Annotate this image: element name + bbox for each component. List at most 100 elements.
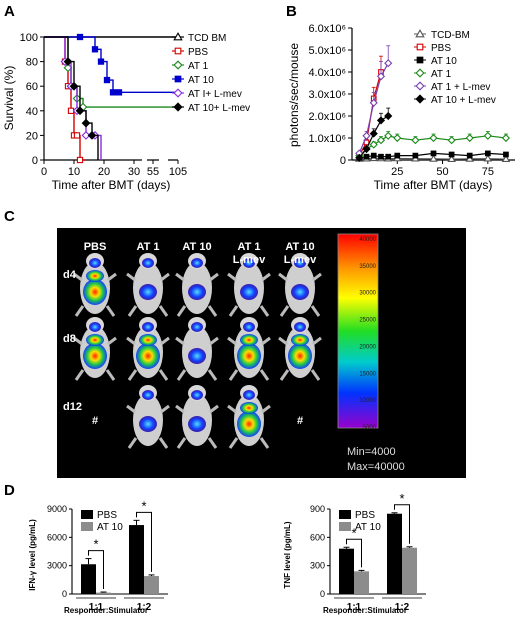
survival-point	[109, 89, 117, 96]
survival-point	[73, 132, 81, 139]
survival-legend-label: AT 10+ L-mev	[188, 103, 250, 114]
survival-point	[115, 89, 123, 96]
survival-point	[103, 76, 111, 84]
photon-flux-chart: 0 1.0x10⁶ 2.0x10⁶ 3.0x10⁶ 4.0x10⁶ 5.0x10⁶ 6.0x…	[287, 23, 515, 192]
image-column-label: L-mev	[233, 254, 266, 266]
mouse-hindlimb	[207, 305, 218, 317]
mouse-hindlimb	[105, 305, 116, 317]
colorbar	[337, 233, 379, 429]
signal-head	[142, 390, 154, 400]
mouse-image	[278, 253, 322, 317]
ifn-y-label: IFN-γ level (pg/mL)	[28, 519, 37, 591]
mouse-forelimb	[278, 336, 288, 346]
colorbar-tick-label: 25000	[359, 318, 376, 324]
survival-y-tick-label: 20	[26, 130, 38, 142]
mouse-forelimb	[227, 336, 237, 346]
survival-x-tick-label: 20	[98, 166, 110, 178]
signal-head	[191, 390, 203, 400]
colorbar-tick-label: 15000	[359, 371, 376, 377]
flux-legend-label: PBS	[431, 43, 451, 54]
flux-x-tick-label: 25	[391, 166, 403, 178]
signal-abdomen	[240, 284, 258, 300]
mouse-forelimb	[227, 404, 237, 414]
flux-legend-label: TCD-BM	[431, 30, 470, 41]
mouse-hindlimb	[259, 437, 270, 449]
flux-y-tick-label: 4.0x10⁶	[308, 67, 346, 79]
signal-chest	[139, 334, 157, 346]
mouse-image	[227, 317, 271, 381]
signal-head	[294, 322, 306, 332]
signal-head	[89, 258, 101, 268]
colorbar-tick-label: 30000	[359, 291, 376, 297]
survival-legend-label: AT I+ L-mev	[188, 89, 242, 100]
signal-head	[142, 258, 154, 268]
flux-legend-label: AT 1 + L-mev	[431, 82, 490, 93]
mouse-forelimb	[261, 404, 271, 414]
survival-x-tick-label: 55	[147, 166, 159, 178]
signal-abdomen	[188, 416, 206, 432]
flux-y-tick-label: 0	[340, 155, 346, 167]
flux-y-tick-label: 2.0x10⁶	[308, 111, 346, 123]
survival-y-tick-label: 40	[26, 106, 38, 118]
mouse-hindlimb	[259, 305, 270, 317]
colorbar-tick-label: 10000	[359, 398, 376, 404]
mouse-forelimb	[160, 272, 170, 282]
survival-legend-label: AT 10	[188, 75, 214, 86]
mouse-image	[126, 253, 170, 317]
mouse-forelimb	[107, 272, 117, 282]
survival-x-tick-label: 30	[128, 166, 140, 178]
mouse-hindlimb	[228, 437, 239, 449]
flux-point	[376, 136, 386, 145]
flux-y-tick-label: 5.0x10⁶	[308, 45, 346, 57]
signal-head	[89, 322, 101, 332]
survival-legend-marker	[173, 88, 183, 98]
survival-point	[63, 57, 73, 66]
flux-legend-label: AT 10 + L-mev	[431, 95, 496, 106]
flux-point	[447, 154, 456, 162]
mouse-hindlimb	[228, 305, 239, 317]
mouse-hindlimb	[127, 437, 138, 449]
significance-bracket	[136, 511, 152, 572]
dead-mouse-marker: #	[92, 415, 98, 427]
mouse-hindlimb	[207, 369, 218, 381]
flux-y-tick-label: 6.0x10⁶	[308, 23, 346, 35]
survival-point	[76, 156, 84, 164]
mouse-image	[175, 253, 219, 317]
signal-head	[243, 390, 255, 400]
flux-legend-marker	[415, 81, 425, 91]
mouse-hindlimb	[176, 369, 187, 381]
mouse-hindlimb	[158, 305, 169, 317]
image-column-label: AT 10	[182, 241, 211, 253]
mouse-forelimb	[209, 272, 219, 282]
survival-legend-label: TCD BM	[188, 33, 226, 44]
bar	[402, 547, 417, 594]
flux-legend-marker	[415, 94, 425, 104]
flux-point	[369, 129, 378, 138]
survival-legend-marker	[173, 102, 183, 112]
survival-legend-label: PBS	[188, 47, 208, 58]
signal-head	[142, 322, 154, 332]
mouse-image	[227, 253, 271, 317]
bar	[144, 576, 159, 594]
mouse-forelimb	[175, 272, 185, 282]
survival-y-tick-label: 80	[26, 57, 38, 69]
signal-abdomen	[83, 343, 107, 369]
signal-abdomen	[237, 343, 261, 369]
mouse-image	[278, 317, 322, 381]
bar-legend-swatch	[339, 510, 351, 519]
mouse-image	[126, 317, 170, 381]
survival-x-label: Time after BMT (days)	[52, 178, 171, 192]
colorbar-tick-label: 5000	[363, 425, 377, 431]
mouse-forelimb	[312, 336, 322, 346]
survival-point	[87, 131, 97, 140]
mouse-image	[73, 317, 117, 381]
flux-point	[376, 72, 386, 81]
signal-abdomen	[139, 284, 157, 300]
image-column-label: L-mev	[284, 254, 317, 266]
signal-head	[243, 322, 255, 332]
survival-point	[76, 33, 84, 41]
signal-abdomen	[188, 348, 206, 364]
signal-abdomen	[83, 279, 107, 305]
flux-point	[363, 153, 370, 160]
bar-y-tick-label: 0	[320, 589, 325, 599]
